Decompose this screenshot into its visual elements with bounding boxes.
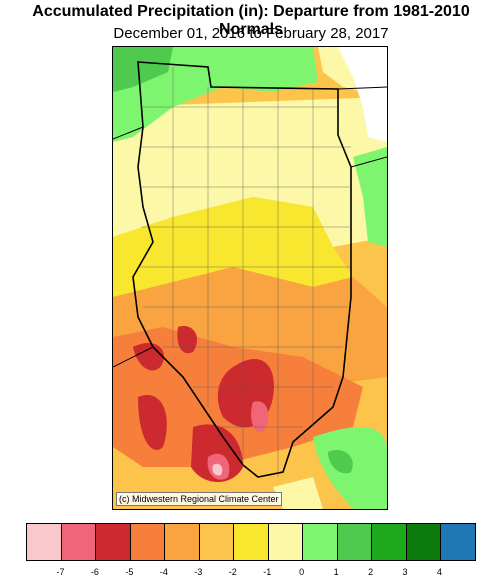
legend-swatch xyxy=(372,524,407,560)
zone-light-yellow-south xyxy=(273,477,323,509)
legend-swatch xyxy=(61,524,97,560)
wisconsin-border xyxy=(337,86,387,90)
legend-swatch xyxy=(268,524,304,560)
legend-swatch xyxy=(96,524,131,560)
legend-tick-labels: -7 -6 -5 -4 -3 -2 -1 0 1 2 3 4 xyxy=(26,567,474,579)
zone-red-southwest xyxy=(138,395,167,450)
zone-light-yellow-north xyxy=(113,97,387,247)
missouri-border xyxy=(113,346,154,368)
lake-michigan xyxy=(338,47,387,142)
legend-tick-label: -1 xyxy=(263,567,272,577)
legend-swatch xyxy=(441,524,475,560)
legend-swatch xyxy=(199,524,235,560)
iowa-border xyxy=(113,126,144,140)
zone-green-east xyxy=(353,147,387,247)
legend-tick-label: -7 xyxy=(56,567,65,577)
zone-green-dark-north xyxy=(113,47,173,92)
legend-tick-label: 3 xyxy=(402,567,408,577)
legend-tick-label: -2 xyxy=(228,567,237,577)
legend-swatch xyxy=(337,524,373,560)
map-title: Accumulated Precipitation (in): Departur… xyxy=(32,3,470,38)
legend-swatch xyxy=(234,524,269,560)
legend-swatch xyxy=(27,524,62,560)
credit-text: (c) Midwestern Regional Climate Center xyxy=(116,492,282,506)
legend-tick-label: -5 xyxy=(125,567,134,577)
indiana-border-north xyxy=(350,156,387,168)
zone-green-darker-southeast xyxy=(328,449,353,474)
legend-swatch xyxy=(130,524,166,560)
illinois-border xyxy=(132,61,352,478)
legend-tick-label: 0 xyxy=(299,567,305,577)
legend-tick-label: 1 xyxy=(333,567,339,577)
legend-tick-label: 4 xyxy=(437,567,443,577)
map-graphic xyxy=(113,47,387,509)
zone-red-south xyxy=(191,424,243,482)
county-lines xyxy=(138,67,351,477)
legend-tick-label: -4 xyxy=(159,567,168,577)
legend-swatch xyxy=(406,524,442,560)
legend-tick-label: -6 xyxy=(90,567,99,577)
legend-tick-label: 2 xyxy=(368,567,374,577)
color-legend xyxy=(26,523,476,561)
legend-swatch xyxy=(165,524,200,560)
zone-red-northwest xyxy=(177,326,198,354)
map-subtitle: December 01, 2016 to February 28, 2017 xyxy=(113,25,389,42)
zone-lightpink xyxy=(212,463,223,476)
legend-tick-label: -3 xyxy=(194,567,203,577)
legend-swatch xyxy=(303,524,338,560)
precipitation-map xyxy=(112,46,388,510)
zone-pink-1 xyxy=(251,401,269,433)
